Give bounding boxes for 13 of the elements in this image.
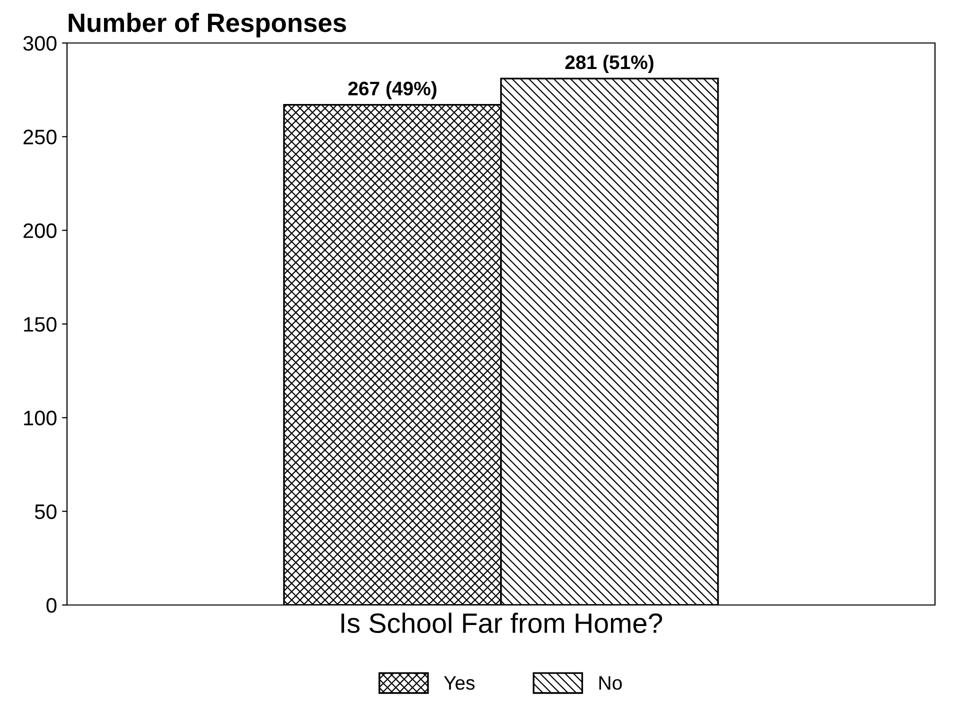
- data-label: 267 (49%): [348, 81, 436, 100]
- y-axis-title: Number of Responses: [68, 12, 346, 38]
- y-tick-label: 0: [46, 598, 56, 613]
- legend-label: No: [599, 676, 622, 690]
- legend-label: Yes: [444, 676, 475, 690]
- y-tick-label: 300: [23, 36, 56, 51]
- y-tick-label: 50: [34, 504, 56, 520]
- y-tick-label: 100: [24, 410, 56, 426]
- data-label: 281 (51%): [565, 54, 654, 74]
- y-tick-label: 250: [24, 130, 56, 144]
- y-tick-label: 150: [24, 317, 56, 332]
- y-tick-label: 200: [24, 223, 56, 238]
- x-axis-title: Is School Far from Home?: [341, 612, 662, 634]
